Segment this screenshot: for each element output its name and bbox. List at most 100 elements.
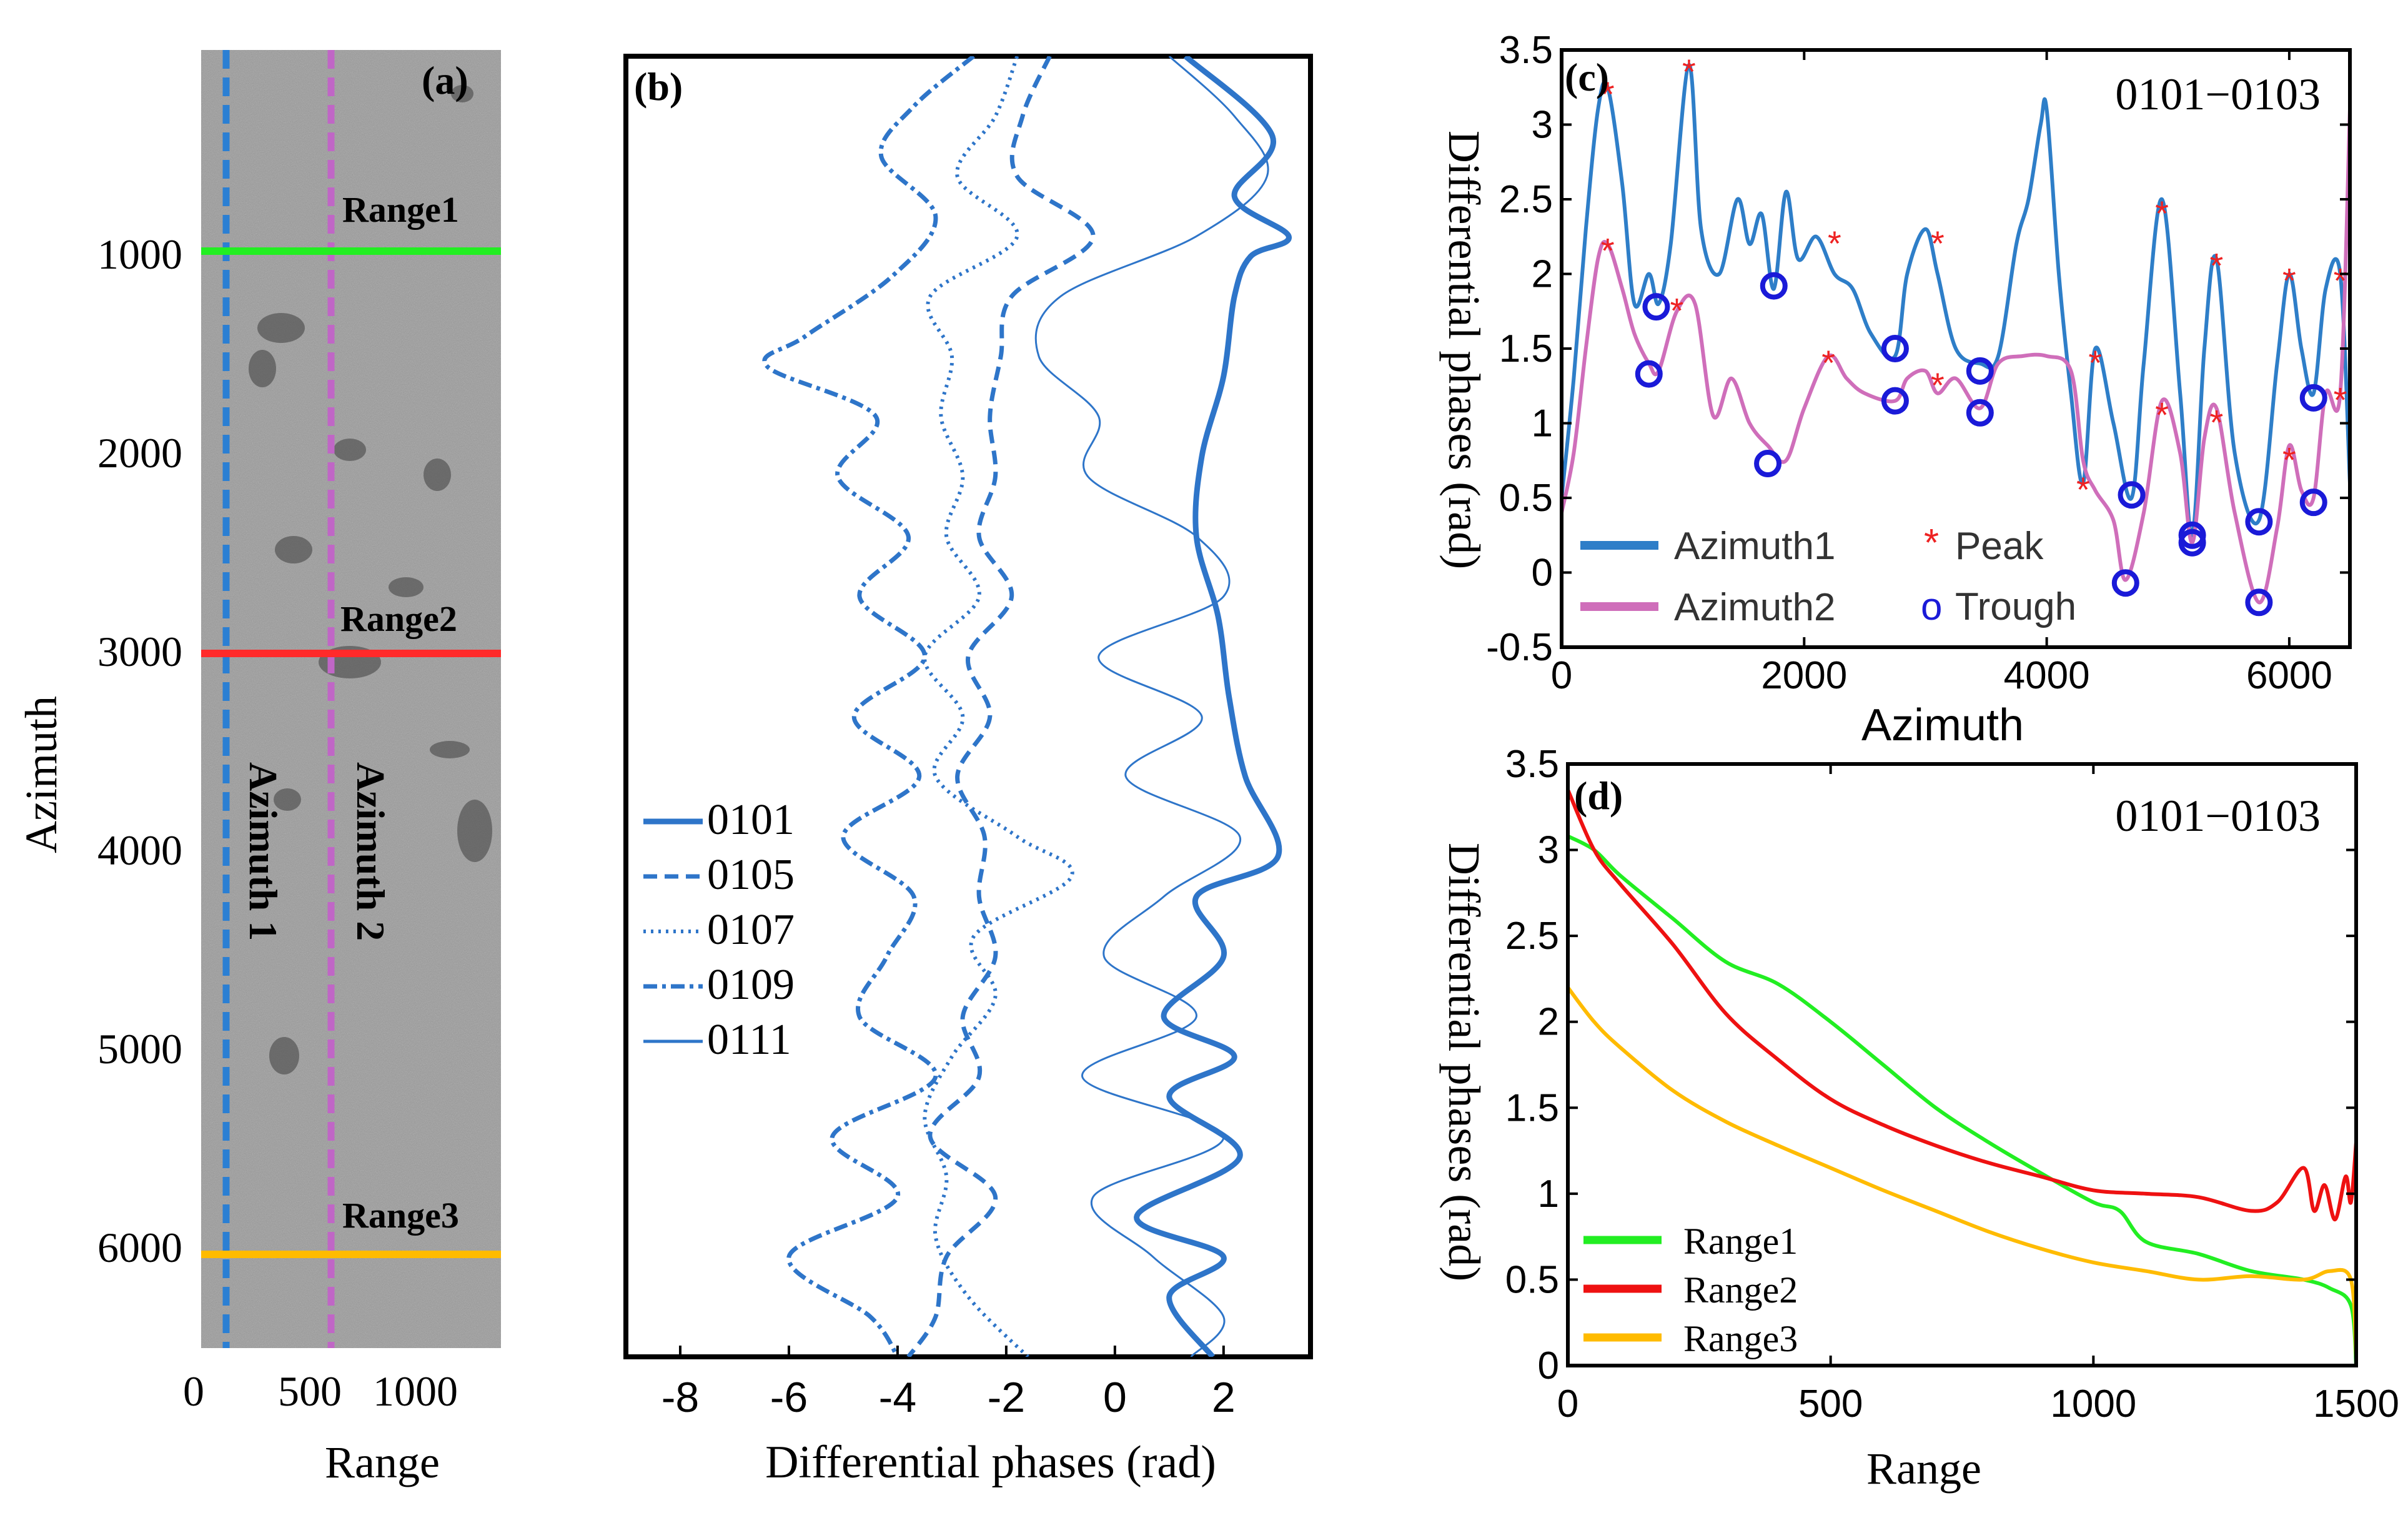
panel-c-series (1562, 62, 2350, 605)
legend-trough-label: Trough (1955, 585, 2076, 628)
panel-c-annotation: 0101−0103 (2115, 69, 2321, 119)
peak-marker: * (2282, 440, 2296, 479)
legend-peak-label: Peak (1955, 525, 2044, 568)
panel-d-frame (1566, 762, 2358, 1367)
peak-marker: * (1821, 343, 1835, 382)
xtick-label: 2 (1212, 1374, 1236, 1421)
panel-c-markers: * * * * * * * * * * * * * * * * * * (1601, 52, 2347, 617)
panel-d-axes: 0 500 1000 1500 0 0.5 1 1.5 2 2.5 3 3.5 (1505, 743, 2399, 1426)
panel-b-label: (b) (634, 64, 683, 109)
trough-marker (1642, 293, 1670, 321)
peak-marker: * (1601, 231, 1615, 270)
panel-c-ylabel: Differential phases (rad) (1439, 131, 1489, 569)
xtick-label: 0 (1551, 654, 1572, 697)
ytick-label: 3.5 (1499, 29, 1553, 72)
legend-trough-symbol: o (1921, 585, 1942, 628)
ytick-label: 2.5 (1505, 915, 1559, 958)
ytick-label: 2 (1532, 253, 1553, 296)
peak-marker: * (2282, 261, 2296, 300)
panel-b-xticks: -8 -6 -4 -2 0 2 (661, 1346, 1236, 1421)
ytick-label: 3.5 (1505, 743, 1559, 786)
ytick-label: 1 (1532, 402, 1553, 445)
xtick-label: -2 (988, 1374, 1025, 1421)
series-Azimuth2-line (1562, 109, 2350, 605)
xtick-label: 0 (1557, 1382, 1578, 1426)
xtick-label: -4 (879, 1374, 916, 1421)
ytick-label: 1.5 (1505, 1086, 1559, 1129)
legend-label-Azimuth2: Azimuth2 (1674, 586, 1835, 629)
xtick-label: 1500 (2313, 1382, 2399, 1426)
trough-marker (1881, 335, 1909, 362)
peak-marker: * (1601, 74, 1615, 114)
peak-marker: * (1682, 52, 1696, 91)
range1-label: Range1 (342, 189, 459, 230)
ytick: 5000 (97, 1025, 182, 1073)
peak-marker: * (2334, 261, 2347, 300)
series-Range2-line (1568, 789, 2356, 1222)
trough-marker (1966, 357, 1994, 385)
panel-b-xlabel: Differential phases (rad) (765, 1437, 1216, 1488)
panel-a-label: (a) (422, 58, 468, 102)
peak-marker: * (2334, 380, 2347, 420)
peak-marker: * (1670, 290, 1684, 330)
ytick-label: 2 (1538, 1001, 1559, 1044)
series-Range1-line (1568, 834, 2356, 1366)
ytick: 2000 (97, 429, 182, 477)
xtick: 500 (278, 1367, 342, 1415)
panel-d-chart: (d) 0101−0103 0 500 1000 1500 0 0.5 1 1.5 2 2.5 3 3… (1439, 743, 2399, 1494)
panel-d-label: (d) (1574, 773, 1623, 818)
legend-label-Range1: Range1 (1683, 1221, 1798, 1262)
panel-c-xlabel: Azimuth (1861, 700, 2024, 750)
trough-marker (1966, 399, 1994, 427)
peak-marker: * (2210, 246, 2224, 285)
panel-b-legend: 0101 0105 0107 0109 0111 (643, 796, 795, 1064)
legend-label-0105: 0105 (707, 851, 795, 899)
panel-d-annotation: 0101−0103 (2115, 791, 2321, 841)
panel-a-xticks: 0 500 1000 (183, 1367, 458, 1415)
ytick: 4000 (97, 826, 182, 874)
xtick-label: 2000 (1761, 654, 1847, 697)
trough-marker (1754, 450, 1782, 478)
peak-marker: * (2210, 403, 2224, 442)
sar-image-texture (201, 50, 501, 1348)
panel-a-ylabel: Azimuth (16, 696, 66, 853)
xtick-label: 4000 (2004, 654, 2090, 697)
ytick-label: 0.5 (1499, 477, 1553, 520)
trough-marker (1881, 387, 1909, 415)
series-Azimuth1-line (1562, 62, 2350, 538)
panel-c-axes: 0 2000 4000 6000-0.500.511.522.533.5 (1486, 29, 2350, 697)
series-Range3-line (1568, 986, 2356, 1357)
ytick-label: 1 (1538, 1173, 1559, 1216)
panel-d-ylabel: Differential phases (rad) (1439, 843, 1489, 1281)
legend-label-Range2: Range2 (1683, 1269, 1798, 1311)
series-0105-line (906, 56, 1096, 1357)
panel-b-series (762, 56, 1292, 1357)
ytick-label: 1.5 (1499, 327, 1553, 370)
legend-label-0111: 0111 (707, 1016, 791, 1064)
legend-peak-symbol: * (1924, 522, 1939, 565)
trough-marker (2111, 569, 2139, 597)
xtick-label: 500 (1798, 1382, 1863, 1426)
xtick: 0 (183, 1367, 204, 1415)
ytick: 3000 (97, 628, 182, 675)
panel-b-frame (623, 54, 1313, 1359)
peak-marker: * (1828, 224, 1841, 263)
ytick-label: 0 (1538, 1344, 1559, 1387)
trough-marker (2178, 528, 2206, 557)
range3-label: Range3 (342, 1195, 459, 1236)
panel-a-xlabel: Range (325, 1437, 440, 1487)
panel-b-chart: (b) 0101 0105 0107 0109 0111 -8 -6 -4 -2 0 2 Diff… (623, 54, 1313, 1488)
range2-label: Range2 (340, 598, 457, 639)
legend-label-Azimuth1: Azimuth1 (1674, 525, 1835, 568)
trough-marker (2245, 508, 2273, 536)
ytick: 1000 (97, 231, 182, 278)
legend-label-0109: 0109 (707, 961, 795, 1009)
azimuth1-label: Azimuth 1 (241, 762, 285, 941)
xtick-label: -8 (661, 1374, 699, 1421)
peak-marker: * (1931, 365, 1945, 405)
ytick: 6000 (97, 1224, 182, 1271)
legend-label-Range3: Range3 (1683, 1318, 1798, 1359)
xtick: 1000 (373, 1367, 458, 1415)
xtick-label: -6 (770, 1374, 808, 1421)
